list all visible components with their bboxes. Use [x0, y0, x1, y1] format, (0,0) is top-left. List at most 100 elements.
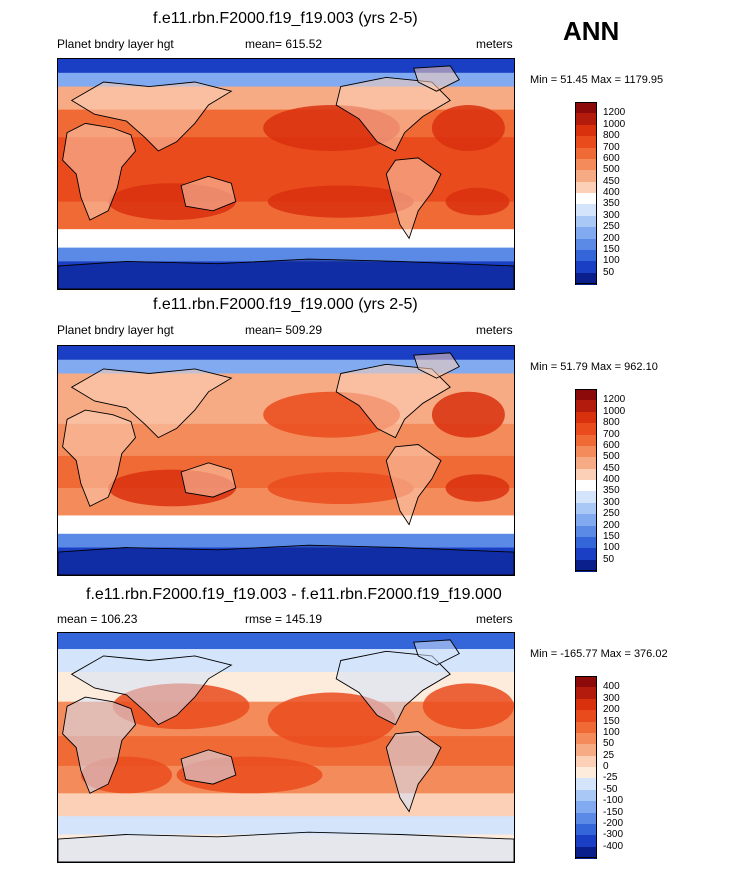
panel2-colorbar: 1200 1000 800 700 600 500 450 400 350 300 250 200 15… [575, 389, 655, 572]
panel1-title: f.e11.rbn.F2000.f19_f19.003 (yrs 2-5) [153, 10, 418, 27]
field-band [58, 247, 514, 262]
colorbar-tick-label: 400 [603, 681, 620, 693]
colorbar-tick-label: 1000 [603, 405, 626, 417]
colorbar-tick-label: 0 [603, 761, 609, 772]
panel2-map [57, 345, 515, 576]
coastline [413, 352, 460, 379]
coastline [385, 157, 442, 240]
panel3-units: meters [476, 612, 513, 626]
panel1-minmax: Min = 51.45 Max = 1179.95 [530, 74, 664, 86]
coastline [413, 65, 460, 92]
field-maximum [445, 187, 510, 216]
colorbar-tick-label: 500 [603, 164, 620, 176]
panel3-map-svg [58, 633, 514, 862]
colorbar-tick-label: 150 [603, 530, 620, 542]
field-band [58, 816, 514, 836]
panel2-units: meters [476, 323, 513, 337]
panel2-map-svg [58, 346, 514, 575]
panel3-rmse: rmse = 145.19 [245, 612, 323, 626]
field-maximum [445, 474, 510, 502]
panel2-mean: mean= 509.29 [245, 323, 323, 337]
colorbar-tick-label: 1200 [603, 394, 626, 406]
coastline [180, 175, 237, 212]
panel2-variable-label: Planet bndry layer hgt [57, 323, 174, 337]
colorbar-tick-label: -200 [603, 817, 624, 829]
colorbar-tick-label: 450 [603, 462, 620, 474]
season-label: ANN [563, 16, 620, 46]
field-band [58, 633, 514, 650]
colorbar-tick-label: 250 [603, 508, 620, 520]
panel1-variable-label: Planet bndry layer hgt [57, 37, 174, 51]
coastline [180, 462, 237, 498]
colorbar-tick-label: 150 [603, 715, 620, 727]
colorbar-tick-label: -150 [603, 806, 624, 818]
field-maximum [267, 471, 414, 505]
panel1-units: meters [476, 37, 513, 51]
panel1-colorbar: 1200 1000 800 700 600 500 450 400 350 300 250 200 15… [575, 102, 655, 285]
field-maximum [431, 105, 505, 151]
colorbar-frame [575, 389, 597, 571]
colorbar-tick-label: 700 [603, 428, 620, 440]
panel1-mean: mean= 615.52 [245, 37, 323, 51]
colorbar-tick-label: 600 [603, 152, 620, 164]
coastline [62, 409, 136, 507]
colorbar-tick-label: 700 [603, 141, 620, 153]
coastline [335, 650, 451, 726]
panel2-minmax: Min = 51.79 Max = 962.10 [530, 361, 658, 373]
coastline [58, 544, 514, 575]
field-maximum [267, 185, 414, 218]
colorbar-tick-label: -25 [603, 772, 618, 784]
panel1-map-svg [58, 59, 514, 289]
colorbar-tick-label: 100 [603, 542, 620, 554]
colorbar-tick-label: 200 [603, 704, 620, 716]
coastline [62, 122, 136, 221]
colorbar-tick-label: 450 [603, 175, 620, 187]
colorbar-tick-label: 200 [603, 519, 620, 531]
coastline [385, 731, 442, 813]
colorbar-tick-label: -300 [603, 829, 624, 841]
coastline [62, 696, 136, 794]
colorbar-tick-label: 50 [603, 738, 615, 750]
colorbar-tick-label: 1000 [603, 118, 626, 130]
colorbar-tick-label: -50 [603, 783, 618, 795]
colorbar-tick-label: 250 [603, 221, 620, 233]
colorbar-tick-label: 800 [603, 130, 620, 142]
coastline [70, 368, 233, 439]
coastline [335, 363, 451, 439]
field-band [58, 515, 514, 535]
colorbar-frame [575, 676, 597, 858]
colorbar-tick-label: 400 [603, 474, 620, 485]
colorbar-tick-label: 200 [603, 232, 620, 244]
panel2-title: f.e11.rbn.F2000.f19_f19.000 (yrs 2-5) [153, 296, 418, 313]
colorbar-tick-label: 350 [603, 198, 620, 210]
colorbar-tick-label: 500 [603, 451, 620, 463]
colorbar-tick-label: 600 [603, 439, 620, 451]
colorbar-tick-label: 300 [603, 209, 620, 221]
field-band [58, 533, 514, 549]
coastline [385, 444, 442, 526]
colorbar-tick-label: 50 [603, 553, 615, 565]
colorbar-tick-label: 25 [603, 749, 615, 761]
colorbar-tick-label: 300 [603, 692, 620, 704]
colorbar-tick-label: 800 [603, 417, 620, 429]
coastline [58, 831, 514, 862]
colorbar-tick-label: 50 [603, 266, 615, 278]
colorbar-frame [575, 102, 597, 284]
coastline [180, 749, 237, 785]
colorbar-tick-label: -400 [603, 840, 624, 852]
colorbar-tick-label: 300 [603, 496, 620, 508]
field-band [58, 346, 514, 361]
colorbar-tick-label: 1200 [603, 107, 626, 119]
field-maximum [267, 692, 396, 748]
colorbar-tick-label: 100 [603, 255, 620, 267]
colorbar-tick-label: 150 [603, 243, 620, 255]
field-band [58, 793, 514, 817]
coastline [70, 655, 233, 726]
field-band [58, 59, 514, 74]
coastline [413, 639, 460, 666]
colorbar-tick-label: 400 [603, 187, 620, 198]
panel3-colorbar: 400 300 200 150 100 50 25 0 -25 -50 -100 -150 -200 -3… [575, 676, 655, 859]
panel3-mean: mean = 106.23 [57, 612, 138, 626]
colorbar-tick-label: -100 [603, 795, 624, 807]
panel3-title: f.e11.rbn.F2000.f19_f19.003 - f.e11.rbn.… [86, 586, 502, 603]
